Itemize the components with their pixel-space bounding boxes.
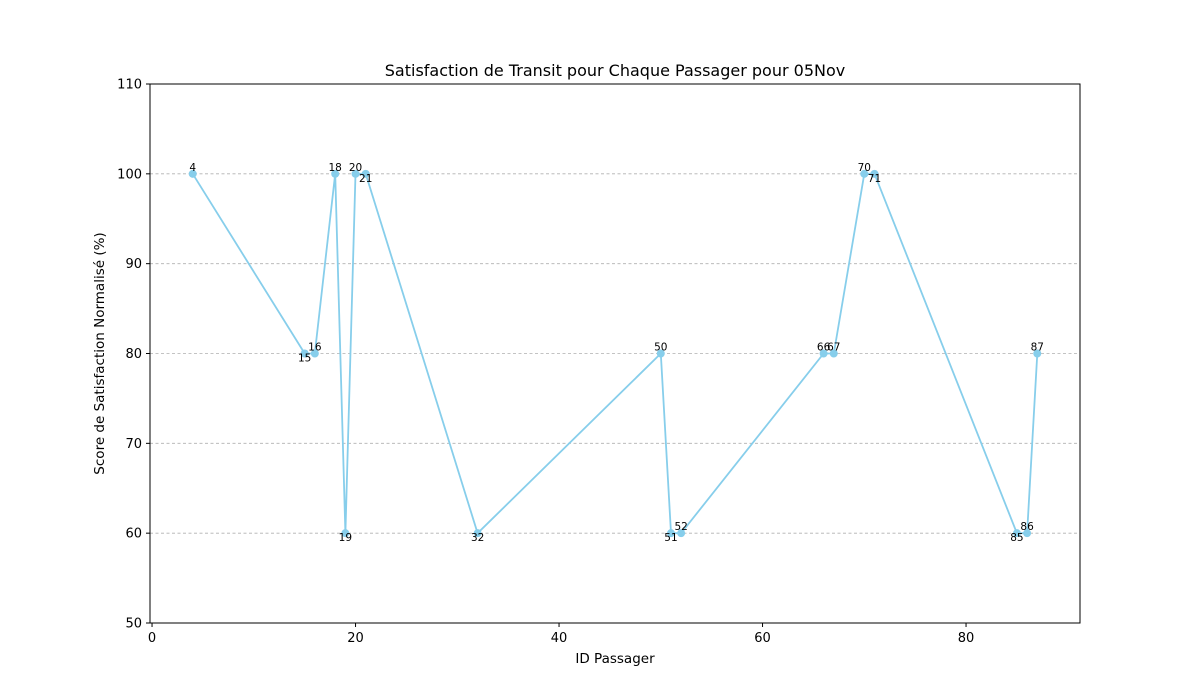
data-point-66 [819, 349, 828, 358]
data-point-18 [331, 169, 340, 178]
data-point-32 [473, 529, 482, 538]
point-label-86: 86 [1020, 521, 1034, 533]
y-tick-label-100: 100 [117, 167, 142, 182]
series-line [191, 172, 1039, 535]
data-point-16 [310, 349, 319, 358]
y-tick-label-50: 50 [125, 617, 142, 632]
chart-title: Satisfaction de Transit pour Chaque Pass… [385, 61, 845, 80]
point-label-18: 18 [328, 162, 341, 174]
grid-lines [150, 173, 1080, 534]
point-label-71: 71 [868, 173, 881, 185]
point-label-4: 4 [189, 162, 196, 174]
x-tick-label-40: 40 [551, 631, 568, 646]
y-axis: 50 60 70 80 90 100 110 [117, 78, 150, 632]
point-label-32: 32 [471, 532, 484, 544]
y-tick-label-70: 70 [125, 437, 142, 452]
x-tick-label-80: 80 [958, 631, 975, 646]
point-label-21: 21 [359, 173, 372, 185]
point-label-85: 85 [1010, 532, 1023, 544]
data-point-21 [361, 169, 370, 178]
data-point-87 [1033, 349, 1042, 358]
data-point-86 [1023, 529, 1032, 538]
x-tick-label-60: 60 [754, 631, 771, 646]
y-tick-label-90: 90 [125, 257, 142, 272]
point-label-50: 50 [654, 342, 667, 354]
point-label-52: 52 [674, 521, 687, 533]
point-label-16: 16 [308, 342, 322, 354]
x-axis-title: ID Passager [575, 651, 655, 667]
y-tick-label-60: 60 [125, 527, 142, 542]
data-point-50 [656, 349, 665, 358]
point-label-87: 87 [1031, 342, 1044, 354]
data-point-71 [870, 169, 879, 178]
y-tick-label-80: 80 [125, 347, 142, 362]
data-point-4 [188, 169, 197, 178]
point-label-20: 20 [349, 162, 362, 174]
data-point-19 [341, 529, 350, 538]
y-tick-label-110: 110 [117, 78, 142, 93]
point-label-70: 70 [858, 162, 871, 174]
data-point-15 [300, 349, 309, 358]
y-axis-title: Score de Satisfaction Normalisé (%) [92, 232, 108, 474]
point-label-15: 15 [298, 353, 311, 365]
data-point-85 [1012, 529, 1021, 538]
data-point-70 [860, 169, 869, 178]
point-label-66: 66 [817, 342, 831, 354]
point-label-67: 67 [827, 342, 840, 354]
point-label-19: 19 [339, 532, 352, 544]
data-point-67 [829, 349, 838, 358]
x-tick-label-0: 0 [148, 631, 156, 646]
x-tick-label-20: 20 [347, 631, 364, 646]
x-axis: 0 20 40 60 80 [148, 623, 974, 646]
data-point-51 [666, 529, 675, 538]
point-label-51: 51 [664, 532, 677, 544]
data-point-20 [351, 169, 360, 178]
data-point-52 [677, 529, 686, 538]
